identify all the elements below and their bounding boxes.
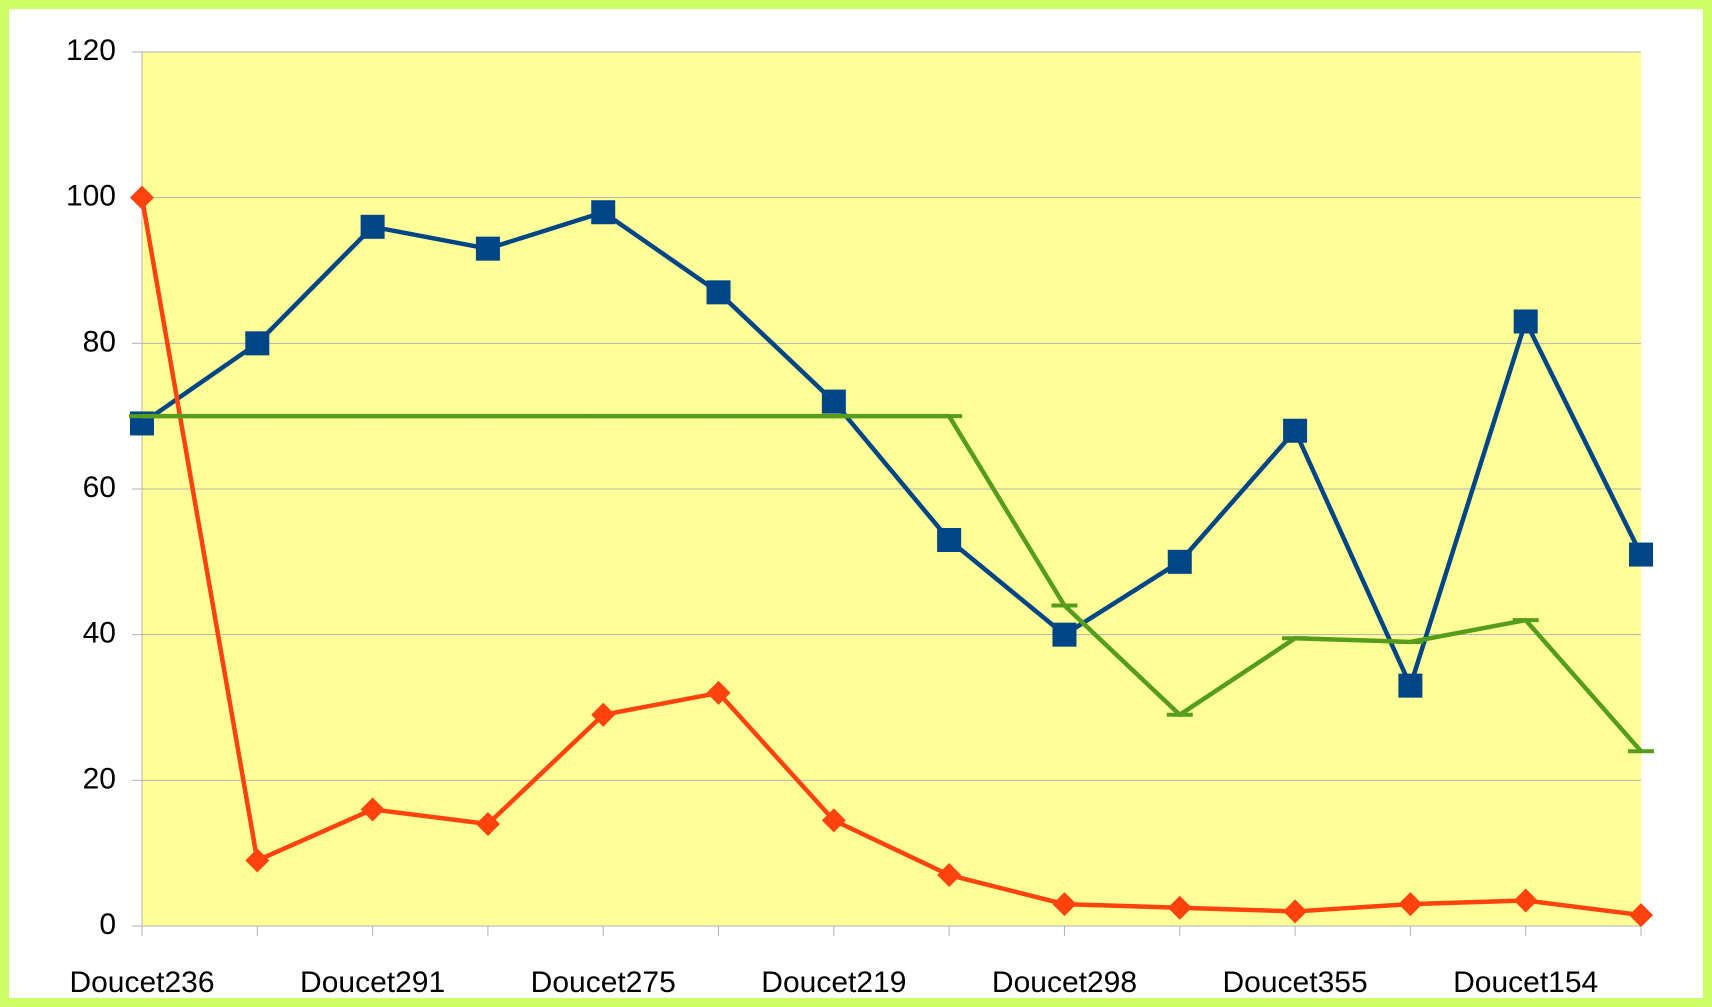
- marker: [245, 331, 270, 356]
- marker: [1167, 549, 1192, 574]
- marker: [1283, 899, 1308, 924]
- marker: [591, 702, 616, 727]
- marker: [1167, 895, 1192, 920]
- marker: [1398, 673, 1423, 698]
- marker: [130, 185, 154, 210]
- y-tick-label: 100: [66, 180, 116, 213]
- marker: [360, 214, 385, 239]
- marker: [1398, 892, 1423, 917]
- x-tick-label: Doucet291: [300, 966, 445, 999]
- series-line: [142, 413, 1643, 753]
- marker: [706, 280, 731, 305]
- marker: [1052, 622, 1077, 647]
- marker: [475, 236, 500, 261]
- marker: [937, 527, 962, 552]
- marker: [475, 812, 500, 837]
- y-tick-label: 60: [83, 471, 116, 504]
- marker: [821, 389, 846, 414]
- y-tick-label: 120: [66, 34, 116, 67]
- y-tick-label: 80: [83, 325, 116, 358]
- marker: [1513, 888, 1538, 913]
- marker: [937, 863, 962, 888]
- marker: [360, 797, 385, 822]
- marker: [1513, 309, 1538, 334]
- x-tick-label: Doucet298: [992, 966, 1137, 999]
- marker: [706, 680, 731, 705]
- x-tick-label: Doucet355: [1223, 966, 1368, 999]
- marker: [1629, 903, 1653, 928]
- y-tick-label: 0: [99, 908, 116, 941]
- marker: [245, 848, 270, 873]
- x-tick-label: Doucet219: [761, 966, 906, 999]
- x-tick-label: Doucet275: [531, 966, 676, 999]
- marker: [1629, 542, 1653, 567]
- y-tick-label: 40: [83, 617, 116, 650]
- y-tick-label: 20: [83, 762, 116, 795]
- x-tick-label: Doucet154: [1453, 966, 1598, 999]
- marker: [1283, 418, 1308, 443]
- series-line: [139, 197, 1642, 918]
- x-tick-label: Doucet236: [69, 966, 214, 999]
- marker: [591, 200, 616, 225]
- marker: [821, 808, 846, 833]
- marker: [1052, 892, 1077, 917]
